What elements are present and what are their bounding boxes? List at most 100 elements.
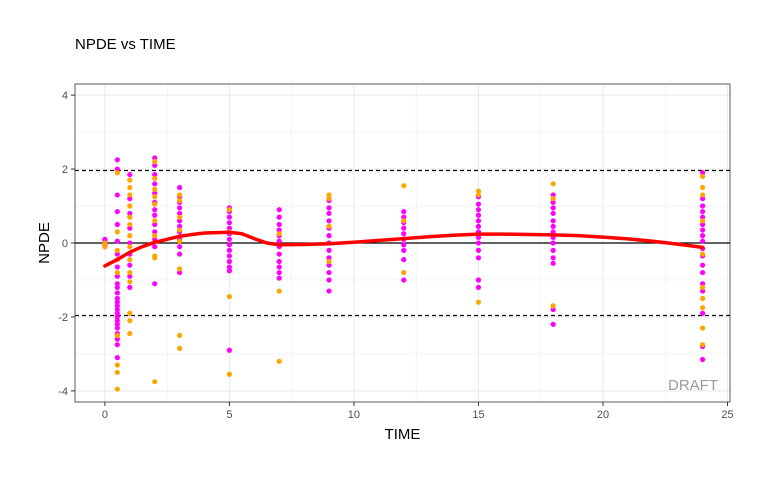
y-tick-label: 4: [62, 90, 68, 102]
data-point-series-1: [177, 184, 183, 191]
data-point-series-2: [127, 244, 133, 250]
y-tick-label: -2: [58, 312, 68, 324]
data-point-series-1: [700, 214, 706, 220]
data-point-series-2: [114, 332, 120, 339]
data-point-series-1: [326, 288, 332, 294]
data-point-series-1: [226, 258, 233, 265]
data-point-series-2: [475, 188, 482, 194]
data-point-series-2: [127, 310, 133, 316]
data-point-series-2: [152, 194, 158, 200]
data-point-series-1: [700, 170, 706, 176]
data-point-series-2: [127, 233, 133, 239]
data-point-series-1: [226, 253, 233, 259]
data-point-series-2: [177, 197, 183, 204]
data-point-series-2: [475, 299, 482, 305]
data-point-series-2: [127, 177, 133, 183]
data-point-series-2: [401, 183, 407, 189]
data-point-series-1: [550, 218, 556, 224]
data-point-series-1: [700, 208, 706, 215]
data-point-series-1: [152, 207, 158, 213]
data-point-series-2: [114, 170, 120, 176]
data-point-series-2: [700, 325, 706, 331]
data-point-series-1: [114, 157, 120, 163]
data-point-series-1: [127, 284, 133, 290]
data-point-series-1: [475, 201, 482, 207]
data-point-series-1: [401, 225, 407, 231]
data-point-series-1: [475, 218, 482, 224]
data-point-series-1: [700, 269, 706, 276]
data-point-series-1: [114, 310, 120, 316]
data-point-series-1: [114, 281, 120, 287]
data-point-series-1: [550, 205, 556, 211]
chart-title: NPDE vs TIME: [75, 36, 176, 53]
y-tick-label: -4: [58, 386, 68, 398]
data-point-series-1: [326, 247, 332, 253]
data-point-series-2: [152, 186, 158, 192]
data-point-series-1: [114, 290, 120, 296]
data-point-series-2: [152, 175, 158, 181]
data-point-series-1: [226, 220, 233, 226]
data-point-series-1: [700, 196, 706, 202]
x-tick-label: 25: [721, 409, 733, 421]
data-point-series-2: [700, 184, 706, 191]
data-point-series-2: [127, 269, 133, 276]
x-tick-label: 10: [348, 409, 360, 421]
data-point-series-2: [177, 332, 183, 339]
data-point-series-2: [177, 238, 183, 244]
x-tick-label: 5: [226, 409, 232, 421]
data-point-series-2: [550, 181, 556, 187]
data-point-series-2: [226, 371, 233, 377]
data-point-series-2: [102, 244, 108, 250]
data-point-series-1: [114, 284, 120, 290]
data-point-series-2: [475, 192, 482, 198]
data-point-series-2: [700, 218, 706, 224]
data-point-series-2: [700, 173, 706, 180]
data-point-series-1: [276, 221, 282, 228]
data-point-series-1: [114, 355, 120, 361]
data-point-series-1: [700, 288, 706, 294]
data-point-series-1: [276, 251, 282, 257]
data-point-series-2: [102, 240, 108, 246]
data-point-series-1: [326, 255, 332, 261]
data-point-series-2: [127, 318, 133, 324]
data-point-series-2: [114, 369, 120, 376]
data-point-series-1: [550, 192, 556, 198]
data-point-series-1: [114, 342, 120, 348]
data-point-series-1: [226, 225, 233, 231]
data-point-series-2: [127, 192, 133, 198]
data-point-series-2: [152, 218, 158, 224]
data-point-series-1: [401, 247, 407, 253]
data-point-series-1: [226, 214, 233, 220]
data-point-series-1: [114, 321, 120, 327]
data-point-series-2: [401, 218, 407, 224]
data-point-series-2: [550, 196, 556, 202]
data-point-series-2: [114, 362, 120, 368]
data-point-series-2: [114, 247, 120, 253]
data-point-series-2: [177, 345, 183, 351]
data-point-series-1: [401, 277, 407, 283]
data-point-series-2: [177, 192, 183, 198]
draft-watermark: DRAFT: [668, 377, 718, 394]
data-point-series-1: [276, 269, 282, 276]
data-point-series-1: [700, 233, 706, 239]
data-point-series-1: [114, 251, 120, 257]
data-point-series-1: [127, 240, 133, 246]
data-point-series-1: [177, 218, 183, 224]
data-point-series-1: [177, 210, 183, 217]
data-point-series-2: [177, 227, 183, 233]
data-point-series-2: [700, 251, 706, 257]
data-point-series-1: [475, 277, 482, 283]
data-point-series-2: [152, 159, 158, 165]
data-point-series-1: [326, 233, 332, 239]
data-point-series-2: [226, 294, 233, 300]
data-point-series-1: [226, 247, 233, 253]
data-point-series-2: [276, 288, 282, 294]
data-point-series-2: [127, 279, 133, 285]
data-point-series-1: [127, 262, 133, 268]
data-point-series-1: [401, 208, 407, 215]
data-point-series-1: [401, 214, 407, 220]
data-point-series-1: [177, 244, 183, 250]
data-point-series-1: [152, 181, 158, 187]
